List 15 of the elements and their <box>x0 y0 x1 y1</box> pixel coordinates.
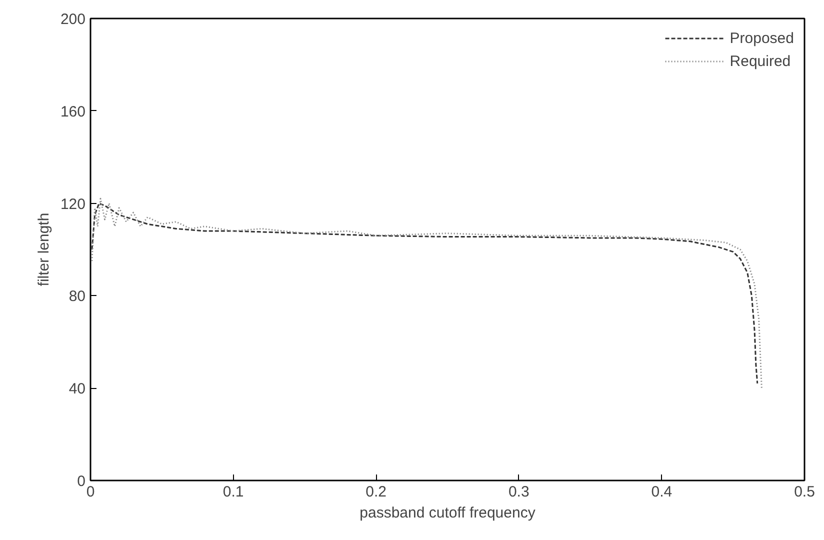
y-tick-label: 160 <box>60 103 86 120</box>
x-axis-title: passband cutoff frequency <box>360 504 536 522</box>
x-tick-label: 0.1 <box>222 484 244 500</box>
y-tick-label: 40 <box>68 380 86 398</box>
y-tick-label: 80 <box>68 288 86 306</box>
x-tick-label: 0.4 <box>651 484 672 500</box>
y-tick-label: 200 <box>60 11 86 28</box>
y-axis-title: filter length <box>35 212 52 286</box>
x-tick-label: 0.3 <box>508 484 530 500</box>
x-tick-label: 0.5 <box>794 484 815 500</box>
legend-label: Proposed <box>730 30 794 46</box>
y-tick-label: 120 <box>60 196 86 213</box>
legend-label: Required <box>730 52 791 70</box>
y-tick-label: 0 <box>77 473 86 490</box>
x-tick-label: 0.2 <box>366 484 387 500</box>
